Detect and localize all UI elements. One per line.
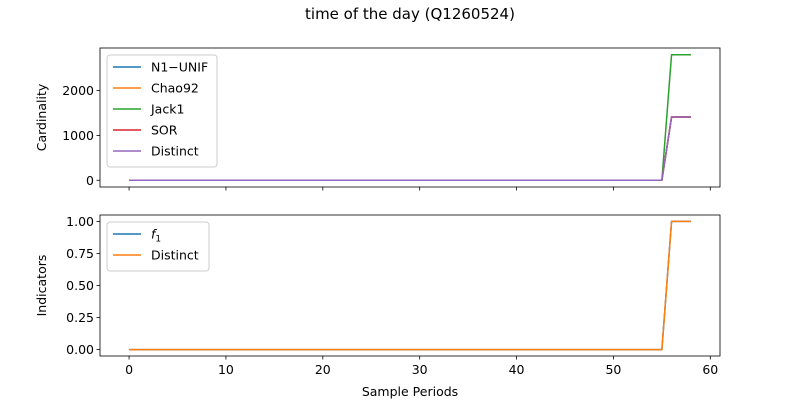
legend-label: Distinct bbox=[151, 144, 199, 159]
x-tick-label: 10 bbox=[218, 362, 234, 377]
y-tick-label: 1000 bbox=[62, 128, 94, 143]
series-line-1-5 bbox=[129, 116, 691, 182]
x-tick-label: 60 bbox=[702, 362, 718, 377]
subplot-2: 0.00 0.25 0.50 0.75 1.00 0 10 20 30 40 50 60 Indicat… bbox=[34, 214, 721, 399]
y-tick-label: 0.00 bbox=[66, 342, 94, 357]
legend-1: N1−UNIF Chao92 Jack1 SOR Distinct bbox=[106, 54, 218, 168]
legend-label: Chao92 bbox=[151, 81, 199, 96]
legend-label: Distinct bbox=[151, 248, 199, 263]
y-axis-title-2: Indicators bbox=[34, 255, 49, 317]
y-tick-label: 0.75 bbox=[66, 246, 94, 261]
subplot-1: 0 1000 2000 Cardinality N1−UNIF Chao92 Jack1 SO… bbox=[34, 47, 721, 191]
x-tick-label: 20 bbox=[315, 362, 331, 377]
legend-box bbox=[106, 54, 218, 168]
legend-2: f1 Distinct bbox=[106, 221, 210, 272]
legend-box bbox=[106, 221, 210, 272]
x-tick-label: 30 bbox=[412, 362, 428, 377]
y-tick-label: 0.50 bbox=[66, 278, 94, 293]
legend-label: SOR bbox=[151, 123, 178, 138]
axes-frame-1 bbox=[99, 47, 721, 188]
legend-label: Jack1 bbox=[150, 102, 184, 117]
legend-label: N1−UNIF bbox=[151, 60, 208, 75]
y-tick-label: 0 bbox=[86, 173, 94, 188]
x-tick-label: 0 bbox=[125, 362, 133, 377]
figure-title: time of the day (Q1260524) bbox=[305, 5, 515, 23]
y-tick-label: 0.25 bbox=[66, 310, 94, 325]
x-tick-label: 40 bbox=[509, 362, 525, 377]
y-axis-title-1: Cardinality bbox=[34, 83, 49, 151]
y-tick-label: 2000 bbox=[62, 83, 94, 98]
y-tick-label: 1.00 bbox=[66, 214, 94, 229]
x-tick-label: 50 bbox=[605, 362, 621, 377]
legend-label: f1 bbox=[151, 227, 161, 245]
series-line-2-2 bbox=[129, 220, 691, 351]
x-axis-title: Sample Periods bbox=[362, 384, 458, 399]
subplots: 0 1000 2000 Cardinality N1−UNIF Chao92 Jack1 SO… bbox=[34, 47, 721, 399]
